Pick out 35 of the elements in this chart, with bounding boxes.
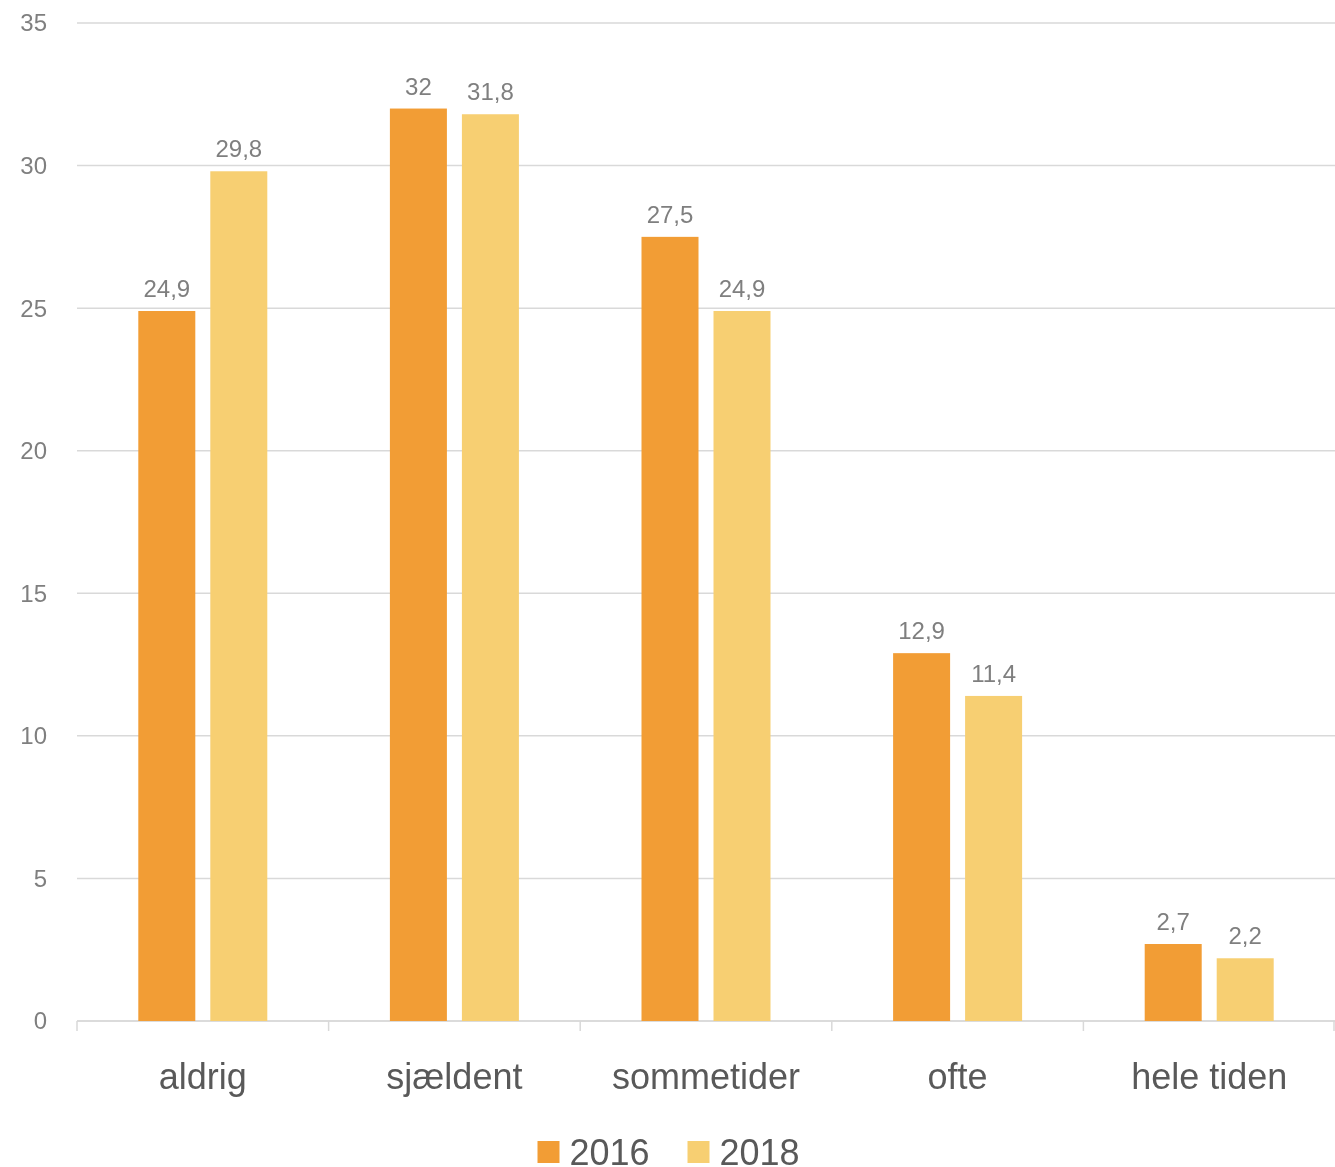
y-tick-label: 5 bbox=[33, 864, 47, 892]
bar bbox=[138, 310, 196, 1021]
bar bbox=[641, 236, 699, 1021]
bar bbox=[713, 310, 771, 1021]
data-label: 27,5 bbox=[646, 200, 694, 228]
bar bbox=[893, 653, 951, 1021]
data-label: 2,2 bbox=[1228, 922, 1262, 950]
x-tick-label: sommetider bbox=[611, 1056, 801, 1097]
data-label: 29,8 bbox=[215, 135, 263, 163]
bar bbox=[461, 114, 519, 1021]
y-tick-label: 10 bbox=[20, 722, 47, 750]
y-tick-label: 25 bbox=[20, 294, 47, 322]
legend-label: 2016 bbox=[569, 1131, 650, 1167]
bar bbox=[389, 108, 447, 1021]
x-tick-label: aldrig bbox=[158, 1056, 247, 1097]
bar bbox=[210, 171, 268, 1021]
data-label: 12,9 bbox=[898, 617, 945, 645]
data-label: 32 bbox=[405, 72, 432, 100]
y-tick-label: 20 bbox=[20, 437, 47, 465]
y-tick-label: 30 bbox=[20, 151, 47, 179]
data-label: 2,7 bbox=[1156, 908, 1190, 936]
x-tick-label: ofte bbox=[927, 1056, 988, 1097]
bar bbox=[965, 695, 1023, 1021]
y-tick-label: 0 bbox=[33, 1007, 47, 1035]
data-label: 11,4 bbox=[971, 659, 1017, 687]
legend-label: 2018 bbox=[719, 1131, 800, 1167]
x-tick-label: sjældent bbox=[386, 1056, 523, 1097]
bar bbox=[1144, 944, 1202, 1021]
data-label: 31,8 bbox=[467, 78, 514, 106]
data-label: 24,9 bbox=[143, 274, 191, 302]
data-label: 24,9 bbox=[718, 274, 766, 302]
y-tick-label: 35 bbox=[20, 9, 47, 37]
y-tick-label: 15 bbox=[20, 579, 47, 607]
x-tick-label: hele tiden bbox=[1131, 1056, 1288, 1097]
bar bbox=[1216, 958, 1274, 1021]
